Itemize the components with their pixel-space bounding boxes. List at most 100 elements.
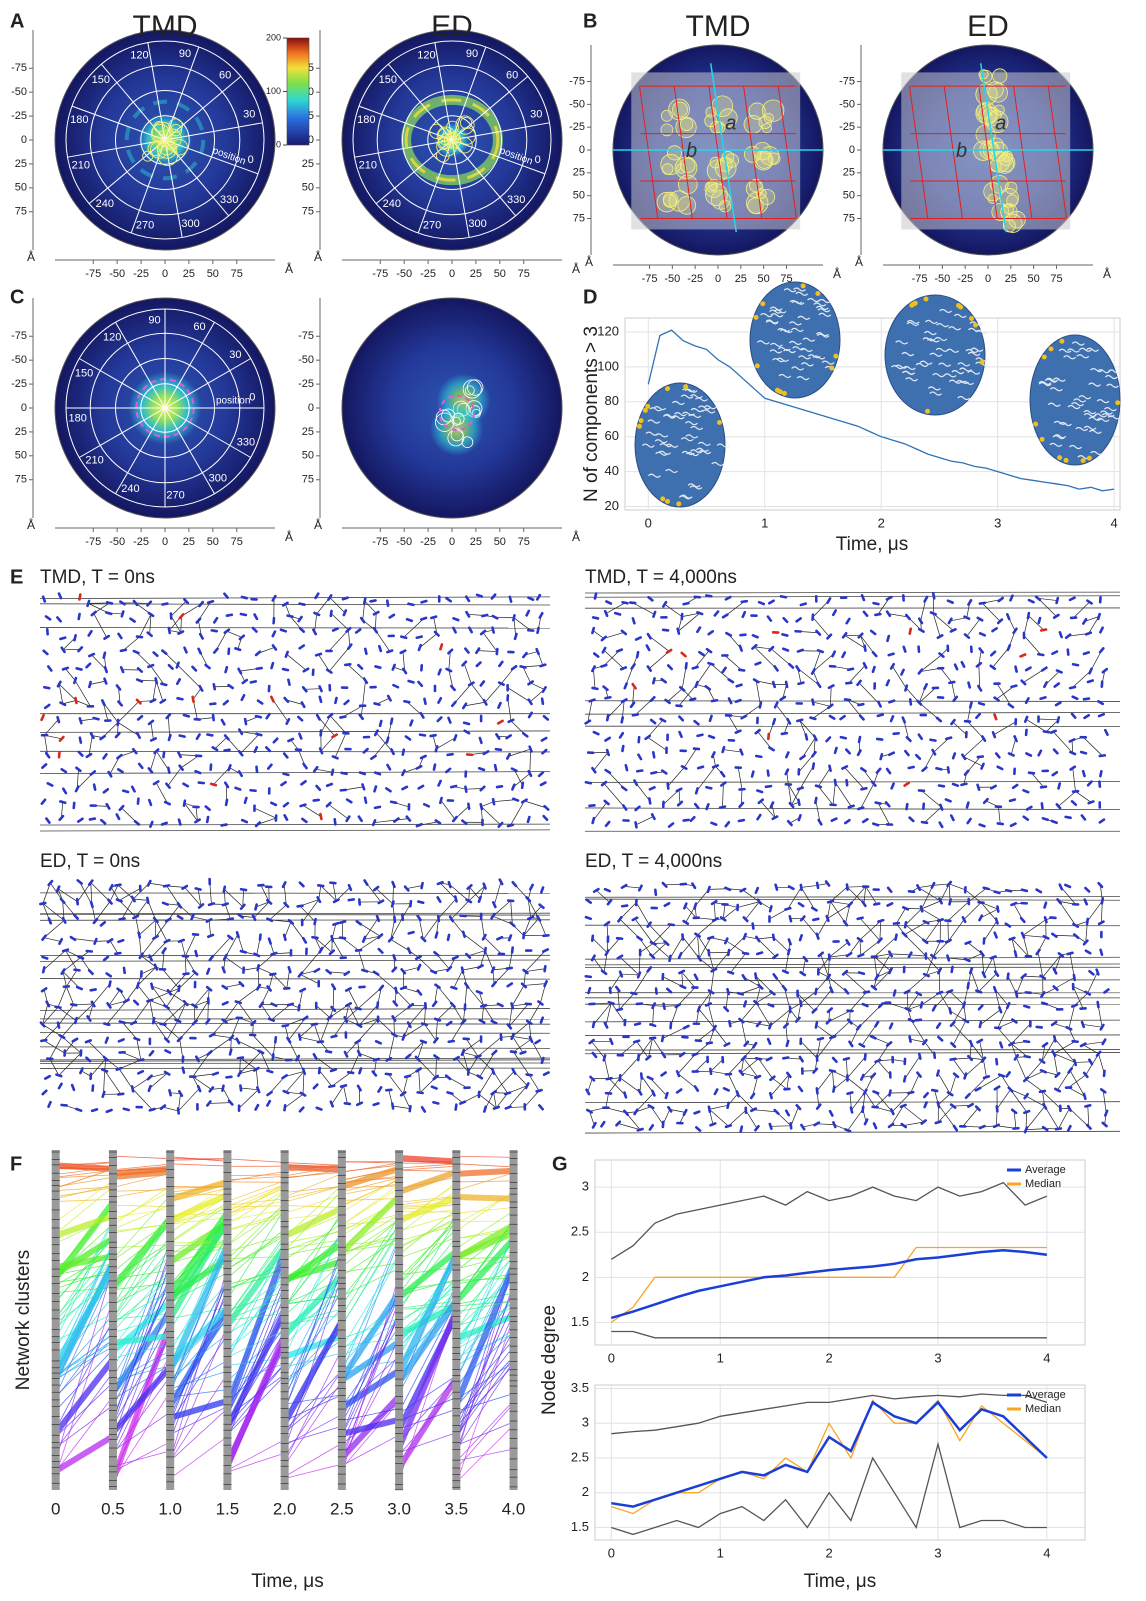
edge [531,683,545,690]
node [224,594,227,598]
node [648,667,651,671]
node [876,975,878,979]
node [632,664,635,668]
node [230,1036,233,1040]
node [374,1103,379,1105]
node [345,1103,350,1104]
node [739,820,744,821]
node [968,819,971,823]
node [698,735,703,736]
node [874,1091,879,1093]
node [223,986,227,989]
edge [291,740,299,750]
y-tick-label: 2.5 [571,1449,589,1464]
node [454,735,456,740]
y-tick-label: -75 [298,330,314,342]
edge [950,618,967,621]
node [924,684,926,688]
node [418,991,421,995]
node [709,631,713,634]
node [123,791,128,792]
node [965,1074,967,1079]
edge [1026,1129,1045,1130]
x-tick-label: 2 [825,1545,832,1560]
edge [910,955,926,956]
node [620,733,623,737]
node [800,1057,803,1061]
axis-unit: Å [27,517,35,532]
edge [225,957,243,970]
node [594,732,599,734]
node [137,733,139,737]
node [631,703,634,707]
y-tick-label: 25 [302,158,314,170]
node [256,652,260,655]
node [229,1101,232,1105]
node [587,1090,590,1094]
node [168,768,169,773]
node [476,1056,481,1058]
node [104,1024,109,1025]
edge [746,1110,757,1128]
node [374,1059,379,1061]
node [243,680,247,683]
network [40,594,550,831]
y-tick-label: 1.5 [571,1314,589,1329]
node [285,698,288,702]
node [374,787,375,792]
node [696,788,697,793]
edge [150,751,156,770]
node [401,637,406,638]
edge [997,1090,1010,1109]
node [101,820,105,823]
edge [513,1036,523,1052]
cell-marker [683,384,688,389]
node [58,717,59,722]
node [648,1077,653,1079]
node [180,736,185,737]
boundary-line [585,1035,1120,1036]
node [1070,752,1075,754]
node [1098,1002,1099,1007]
node [844,1058,849,1059]
y-tick-label: -75 [839,75,855,87]
node [137,983,138,988]
node [789,940,791,945]
node [966,1094,969,1098]
node [873,652,876,656]
node [1044,731,1049,732]
node [300,604,305,605]
boundary-line [40,1023,550,1024]
edge [994,722,1016,735]
boundary-line [585,596,1120,598]
node [61,703,65,705]
node [594,654,598,657]
node [948,1093,952,1096]
node [418,916,421,920]
node [537,1090,542,1091]
node [433,1002,436,1006]
node [327,784,332,786]
axis-unit: Å [572,261,580,276]
edge [668,689,683,702]
node [393,665,395,670]
edge [698,935,700,958]
node [784,618,787,622]
node [723,615,727,618]
node [359,817,362,821]
node [283,1025,288,1026]
node [298,717,302,720]
network [585,881,1120,1133]
node [207,817,208,822]
node [1037,1027,1042,1028]
flow [113,1190,170,1191]
edge [997,684,1011,706]
node [696,682,698,687]
node [544,816,547,820]
node [607,750,609,755]
edge [1075,1062,1091,1063]
node [773,719,775,724]
node [604,1055,605,1060]
x-tick-label: -25 [687,273,703,285]
node [1070,598,1075,600]
